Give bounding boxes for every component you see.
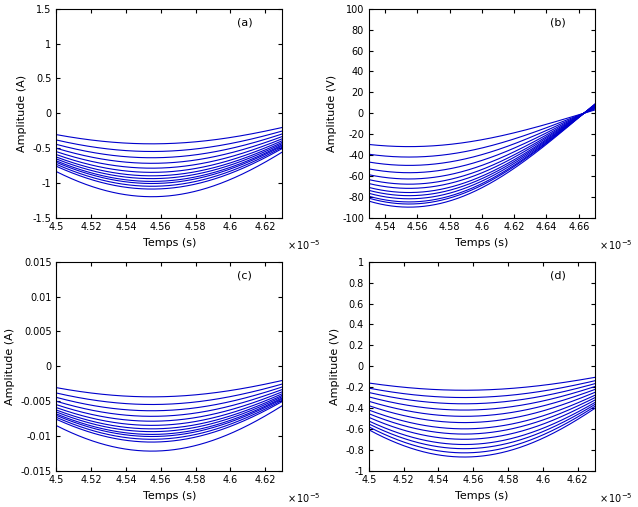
Text: $\times\,10^{-5}$: $\times\,10^{-5}$ [600, 491, 633, 505]
Text: (d): (d) [550, 270, 565, 280]
Y-axis label: Amplitude (A): Amplitude (A) [17, 75, 27, 152]
Text: (c): (c) [237, 270, 252, 280]
Text: $\times\,10^{-5}$: $\times\,10^{-5}$ [287, 238, 321, 252]
Text: $\times\,10^{-5}$: $\times\,10^{-5}$ [287, 491, 321, 505]
Y-axis label: Amplitude (V): Amplitude (V) [330, 328, 339, 405]
Text: (b): (b) [550, 17, 565, 27]
Y-axis label: Amplitude (A): Amplitude (A) [5, 328, 15, 405]
Text: (a): (a) [237, 17, 253, 27]
X-axis label: Temps (s): Temps (s) [455, 491, 508, 501]
X-axis label: Temps (s): Temps (s) [143, 491, 196, 501]
Y-axis label: Amplitude (V): Amplitude (V) [327, 75, 336, 152]
X-axis label: Temps (s): Temps (s) [455, 238, 508, 248]
Text: $\times\,10^{-5}$: $\times\,10^{-5}$ [600, 238, 633, 252]
X-axis label: Temps (s): Temps (s) [143, 238, 196, 248]
